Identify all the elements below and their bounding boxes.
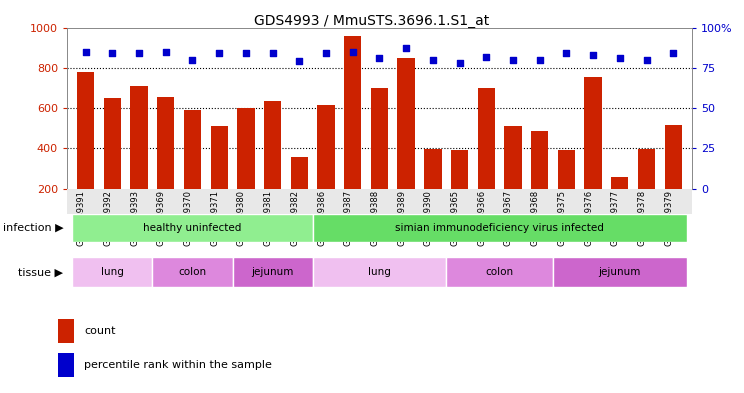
Bar bbox=[478, 88, 495, 189]
Text: lung: lung bbox=[368, 267, 391, 277]
Point bbox=[240, 50, 252, 57]
Point bbox=[214, 50, 225, 57]
Text: GSM1249377: GSM1249377 bbox=[611, 190, 620, 246]
Point bbox=[507, 57, 519, 63]
Bar bbox=[72, 214, 312, 242]
Point bbox=[427, 57, 439, 63]
Text: GSM1249386: GSM1249386 bbox=[317, 190, 326, 246]
Text: GSM1249365: GSM1249365 bbox=[451, 190, 460, 246]
Text: jejunum: jejunum bbox=[251, 267, 294, 277]
Text: GSM1249387: GSM1249387 bbox=[344, 190, 353, 246]
Text: GSM1249368: GSM1249368 bbox=[530, 190, 539, 246]
Bar bbox=[504, 126, 522, 189]
Text: GSM1249379: GSM1249379 bbox=[664, 190, 673, 246]
Text: simian immunodeficiency virus infected: simian immunodeficiency virus infected bbox=[395, 223, 604, 233]
Point bbox=[560, 50, 572, 57]
Point bbox=[266, 50, 278, 57]
Point bbox=[187, 57, 199, 63]
Bar bbox=[130, 86, 148, 189]
Bar bbox=[451, 151, 468, 189]
Text: GSM1249389: GSM1249389 bbox=[397, 190, 406, 246]
Bar bbox=[157, 97, 174, 189]
Text: GSM1249392: GSM1249392 bbox=[103, 190, 112, 246]
Text: GSM1249367: GSM1249367 bbox=[504, 190, 513, 246]
Text: count: count bbox=[84, 326, 115, 336]
Text: GDS4993 / MmuSTS.3696.1.S1_at: GDS4993 / MmuSTS.3696.1.S1_at bbox=[254, 14, 490, 28]
Text: jejunum: jejunum bbox=[599, 267, 641, 277]
Point bbox=[293, 58, 305, 64]
Bar bbox=[103, 98, 121, 189]
Bar bbox=[664, 125, 682, 189]
Text: GSM1249376: GSM1249376 bbox=[584, 190, 593, 246]
Point bbox=[667, 50, 679, 57]
Point bbox=[614, 55, 626, 61]
Bar bbox=[153, 257, 233, 287]
Bar bbox=[312, 257, 446, 287]
Bar bbox=[233, 257, 312, 287]
Bar bbox=[237, 108, 254, 189]
Text: GSM1249378: GSM1249378 bbox=[638, 190, 647, 246]
Bar bbox=[67, 189, 692, 214]
Text: tissue ▶: tissue ▶ bbox=[19, 267, 63, 277]
Bar bbox=[424, 149, 441, 189]
Text: GSM1249382: GSM1249382 bbox=[290, 190, 299, 246]
Point bbox=[347, 48, 359, 55]
Point bbox=[454, 60, 466, 66]
Bar bbox=[585, 77, 602, 189]
Point bbox=[481, 53, 493, 60]
Text: GSM1249366: GSM1249366 bbox=[477, 190, 487, 246]
Bar bbox=[371, 88, 388, 189]
Bar bbox=[318, 105, 335, 189]
Text: GSM1249381: GSM1249381 bbox=[263, 190, 272, 246]
Point bbox=[320, 50, 332, 57]
Text: lung: lung bbox=[101, 267, 124, 277]
Point bbox=[80, 48, 92, 55]
Text: GSM1249390: GSM1249390 bbox=[424, 190, 433, 246]
Text: GSM1249371: GSM1249371 bbox=[211, 190, 219, 246]
Point bbox=[400, 45, 412, 51]
Bar bbox=[446, 257, 553, 287]
Bar bbox=[344, 35, 362, 189]
Bar bbox=[59, 353, 74, 377]
Text: percentile rank within the sample: percentile rank within the sample bbox=[84, 360, 272, 370]
Text: colon: colon bbox=[486, 267, 513, 277]
Point bbox=[587, 52, 599, 58]
Bar bbox=[211, 126, 228, 189]
Point bbox=[641, 57, 652, 63]
Text: colon: colon bbox=[179, 267, 207, 277]
Text: GSM1249388: GSM1249388 bbox=[371, 190, 379, 246]
Bar bbox=[291, 158, 308, 189]
Bar bbox=[638, 149, 655, 189]
Bar bbox=[611, 177, 629, 189]
Bar bbox=[558, 151, 575, 189]
Text: GSM1249380: GSM1249380 bbox=[237, 190, 246, 246]
Point bbox=[533, 57, 545, 63]
Bar bbox=[77, 72, 94, 189]
Bar bbox=[72, 257, 153, 287]
Point bbox=[160, 48, 172, 55]
Text: GSM1249375: GSM1249375 bbox=[557, 190, 566, 246]
Text: GSM1249369: GSM1249369 bbox=[157, 190, 166, 246]
Bar bbox=[531, 131, 548, 189]
Text: infection ▶: infection ▶ bbox=[3, 223, 63, 233]
Text: GSM1249370: GSM1249370 bbox=[184, 190, 193, 246]
Text: GSM1249393: GSM1249393 bbox=[130, 190, 139, 246]
Bar bbox=[397, 58, 415, 189]
Point bbox=[373, 55, 385, 61]
Text: GSM1249391: GSM1249391 bbox=[77, 190, 86, 246]
Bar bbox=[264, 101, 281, 189]
Point bbox=[106, 50, 118, 57]
Bar bbox=[553, 257, 687, 287]
Bar bbox=[184, 110, 201, 189]
Bar bbox=[312, 214, 687, 242]
Text: healthy uninfected: healthy uninfected bbox=[144, 223, 242, 233]
Point bbox=[133, 50, 145, 57]
Bar bbox=[59, 319, 74, 343]
